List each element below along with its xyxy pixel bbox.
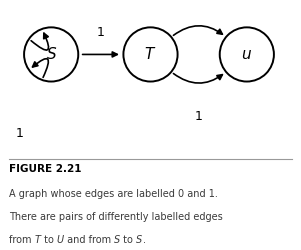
Text: $u$: $u$ (241, 47, 252, 62)
Text: A graph whose edges are labelled 0 and 1.: A graph whose edges are labelled 0 and 1… (9, 189, 218, 199)
Text: .: . (143, 235, 145, 245)
Text: $T$: $T$ (144, 46, 157, 62)
FancyArrowPatch shape (33, 58, 48, 78)
Text: 1: 1 (16, 127, 23, 140)
FancyArrowPatch shape (173, 26, 222, 35)
Text: There are pairs of differently labelled edges: There are pairs of differently labelled … (9, 212, 223, 222)
Text: 1: 1 (195, 110, 203, 123)
Text: $S$: $S$ (45, 46, 57, 62)
Text: to: to (120, 235, 136, 245)
Text: to: to (41, 235, 57, 245)
FancyArrowPatch shape (31, 33, 48, 50)
Text: S: S (136, 235, 143, 245)
Text: 1: 1 (97, 26, 105, 40)
FancyArrowPatch shape (173, 74, 222, 83)
Text: FIGURE 2.21: FIGURE 2.21 (9, 164, 82, 174)
Text: S: S (114, 235, 120, 245)
Text: from: from (9, 235, 35, 245)
Text: and from: and from (64, 235, 114, 245)
Text: U: U (57, 235, 64, 245)
Text: T: T (35, 235, 41, 245)
